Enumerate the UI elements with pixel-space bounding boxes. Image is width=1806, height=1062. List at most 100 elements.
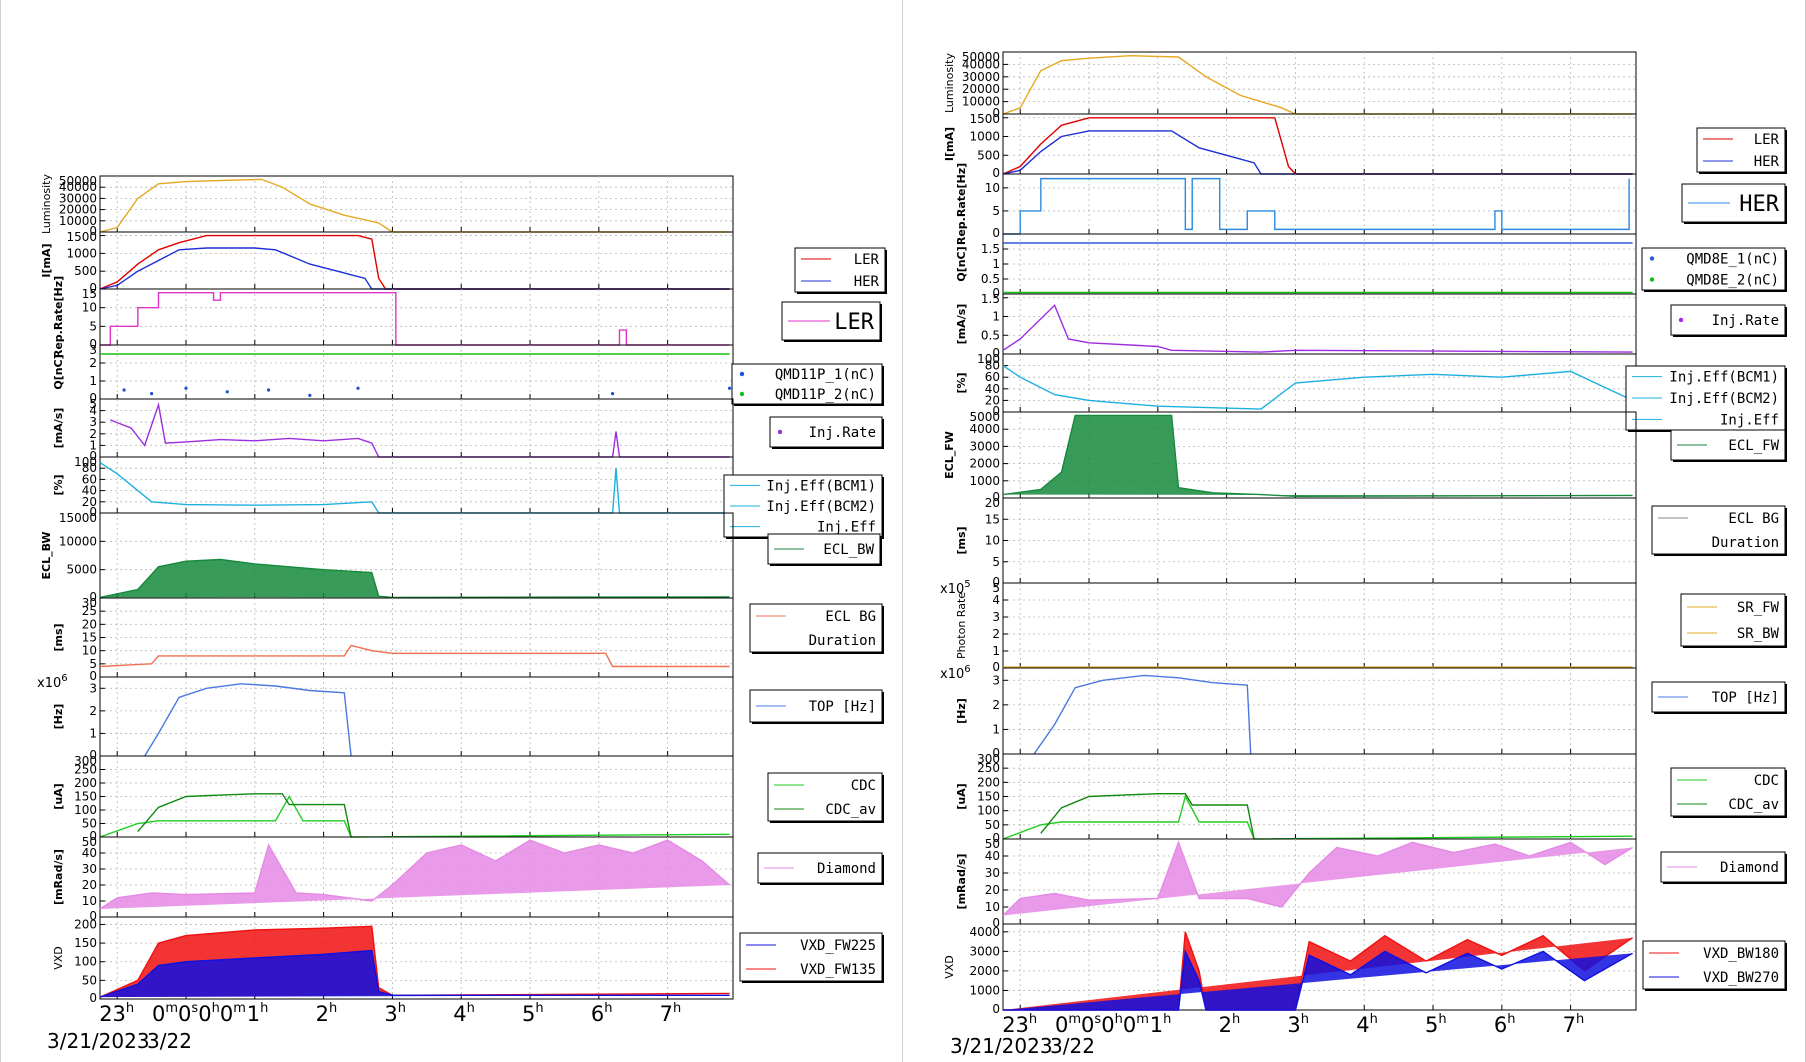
y-axis-label: Q[nC] [52,354,65,389]
series-line-LER [1002,117,1633,175]
legend-label: CDC_av [1728,797,1779,813]
legend-eff: Inj.Eff(BCM1) Inj.Eff(BCM2) Inj.Eff [723,474,884,539]
y-tick-label: 15 [985,512,1000,526]
series-point-QMD11P_1(nC) [122,388,126,392]
y-tick-label: 4 [89,404,97,418]
legend-label: Diamond [1720,860,1779,876]
panel-frame [99,288,734,346]
panel-frame [99,676,734,757]
series-line-Diamond [99,839,731,910]
series-line-CDC_av [1040,793,1255,840]
y-axis-label: [mA/s] [955,304,968,345]
x-tick-label: 7h [1563,1012,1585,1037]
y-axis-label: [uA] [955,783,968,809]
y-tick-label: 10 [985,181,1000,195]
x-tick-label: 5h [1425,1012,1447,1037]
legend-box [767,772,883,822]
y-tick-label: 50 [82,973,97,987]
y-tick-label: 50000 [962,50,1000,64]
legend-label: Inj.Eff [1720,412,1779,428]
y-tick-label: 3 [992,673,1000,687]
y-tick-label: 50000 [59,174,97,188]
legend-box [769,416,883,448]
series-point-QMD11P_1(nC) [184,386,188,390]
y-tick-label: 80 [82,461,97,475]
legend-bg: ECL BG Duration [749,603,884,654]
y-axis-label: ECL_FW [943,431,956,479]
y-tick-label: 40 [985,849,1000,863]
x-tick-label: 4h [453,1001,475,1026]
legend-box [1670,304,1786,336]
y-tick-label: 0 [89,909,97,923]
legend-box [1696,127,1786,173]
series-line-HER [99,247,730,290]
y-tick-label: 150 [977,790,1000,804]
legend-label: VXD_FW225 [800,938,876,954]
y-tick-label: 1 [992,644,1000,658]
y-tick-label: 3 [89,681,97,695]
y-tick-label: 3 [992,610,1000,624]
x-tick-label: 6h [1494,1012,1516,1037]
y-tick-label: 5 [992,581,1000,595]
y-tick-label: 0 [992,916,1000,930]
legend-ecl: ECL_BW [767,533,882,566]
x-tick-label: 4h [1356,1012,1378,1037]
panel-q: 1.510.50 Q[nC] QMD8E_1(nC) QMD8E_2(nC) [955,233,1787,300]
y-tick-label: 100 [74,803,97,817]
legend-marker [777,429,783,435]
legend-label: TOP [Hz] [1712,690,1779,706]
y-axis-label: Q[nC] [955,246,968,281]
y-tick-label: 1 [992,310,1000,324]
legend-cur: LER HER [1696,127,1787,174]
legend-label: VXD_BW270 [1703,970,1779,986]
y-tick-label: 5 [992,555,1000,569]
legend-eff: Inj.Eff(BCM1) Inj.Eff(BCM2) Inj.Eff [1625,365,1787,432]
legend-cur: LER HER [794,247,887,294]
y-tick-label: 1 [89,374,97,388]
legend-label: LER [1754,132,1780,148]
y-exponent-label: x105 [940,579,971,597]
y-tick-label: 200 [74,776,97,790]
legend-box [731,363,883,405]
y-tick-label: 0 [992,490,1000,504]
y-tick-label: 0 [89,669,97,683]
panel-frame [99,916,734,1000]
series-line-LER [99,234,730,290]
y-tick-label: 0 [89,281,97,295]
y-tick-label: 3 [89,343,97,357]
legend-cdc: CDC CDC_av [767,772,884,823]
panel-frame [1002,173,1637,235]
legend-ecl: ECL_FW [1670,429,1787,462]
panel-rep: 10 5 0 Rep.Rate[Hz] HER [955,163,1787,245]
y-tick-label: 30 [82,862,97,876]
legend-label: ECL BG [1728,511,1779,527]
y-tick-label: 150 [74,936,97,950]
y-tick-label: 1 [992,722,1000,736]
y-axis-label: [mRad/s] [955,854,968,910]
y-tick-label: 1.5 [981,242,1000,256]
y-tick-label: 50 [82,835,97,849]
y-axis-label: [Hz] [955,698,968,724]
panel-cur: 1500 1000 500 0 I[mA] LER HER [943,112,1787,180]
y-exponent-label: x106 [37,673,68,691]
y-axis-label: [mRad/s] [52,849,65,905]
y-tick-label: 30 [985,866,1000,880]
y-tick-label: 10 [82,894,97,908]
y-tick-label: 0 [992,404,1000,418]
panel-frame [99,231,734,290]
y-tick-label: 0 [89,991,97,1005]
legend-rep: HER [1681,183,1787,224]
y-tick-label: 0 [992,746,1000,760]
panel-ecl: 15000 10000 5000 0 ECL_BW ECL_BW [40,511,882,604]
y-axis-label: Rep.Rate[Hz] [955,163,968,245]
y-tick-label: 100 [74,955,97,969]
x-date-right: 3/22 [147,1029,192,1053]
y-tick-label: 0 [992,660,1000,674]
legend-label: QMD11P_1(nC) [775,367,876,383]
y-axis-label: ECL_BW [40,531,53,579]
